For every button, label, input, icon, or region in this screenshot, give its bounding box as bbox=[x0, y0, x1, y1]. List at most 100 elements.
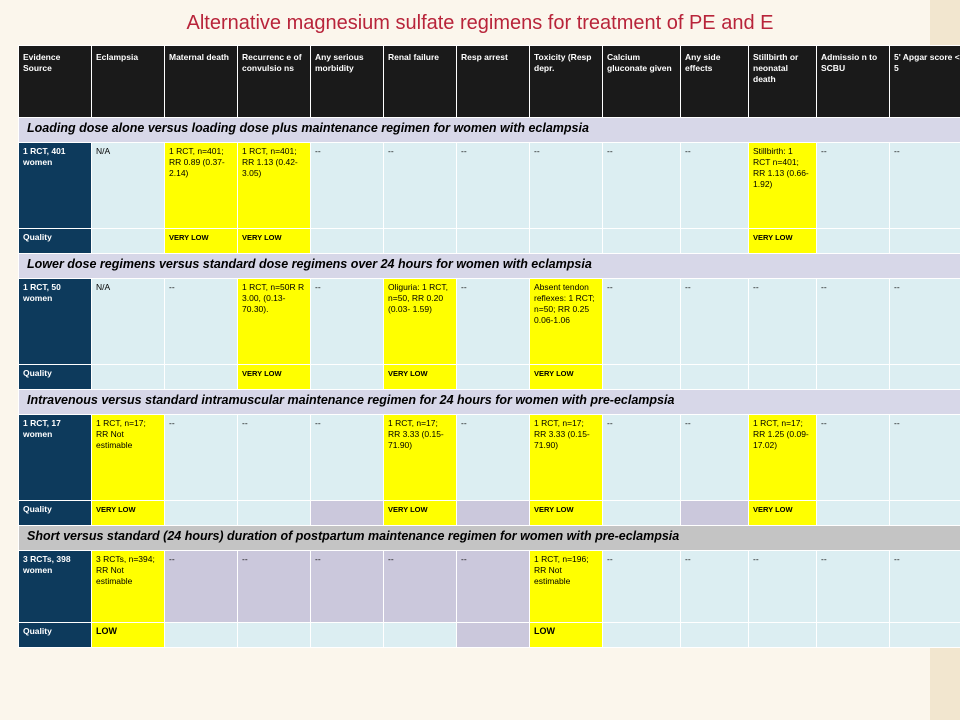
quality-cell: VERY LOW bbox=[529, 364, 603, 390]
table-row: 1 RCT, 17 women 1 RCT, n=17; RR Not estim… bbox=[18, 414, 960, 501]
quality-label: Quality bbox=[18, 500, 92, 526]
quality-cell bbox=[889, 622, 960, 648]
quality-cell bbox=[310, 622, 384, 648]
table-cell: -- bbox=[680, 278, 749, 365]
section-row: Intravenous versus standard intramuscula… bbox=[18, 389, 960, 415]
table-cell: -- bbox=[237, 414, 311, 501]
quality-cell bbox=[310, 500, 384, 526]
table-cell: -- bbox=[602, 278, 681, 365]
table-cell: -- bbox=[310, 142, 384, 229]
quality-cell bbox=[164, 622, 238, 648]
quality-cell bbox=[529, 228, 603, 254]
evidence-table: Evidence Source Eclampsia Maternal death… bbox=[18, 45, 960, 648]
table-cell: 1 RCT, n=401; RR 0.89 (0.37-2.14) bbox=[164, 142, 238, 229]
quality-cell bbox=[680, 228, 749, 254]
table-cell: -- bbox=[164, 278, 238, 365]
table-cell: -- bbox=[748, 278, 817, 365]
quality-cell bbox=[237, 622, 311, 648]
table-cell: 1 RCT, n=17; RR 1.25 (0.09- 17.02) bbox=[748, 414, 817, 501]
quality-row: Quality VERY LOW VERY LOW VERY LOW bbox=[18, 364, 960, 390]
header-cell: Renal failure bbox=[383, 45, 457, 118]
quality-cell: VERY LOW bbox=[529, 500, 603, 526]
evidence-source-cell: 1 RCT, 401 women bbox=[18, 142, 92, 229]
table-cell: -- bbox=[529, 142, 603, 229]
table-cell: -- bbox=[816, 414, 890, 501]
table-cell: -- bbox=[237, 550, 311, 623]
quality-cell: VERY LOW bbox=[164, 228, 238, 254]
table-cell: 1 RCT, n=50R R 3.00, (0.13- 70.30). bbox=[237, 278, 311, 365]
table-cell: 3 RCTs, n=394; RR Not estimable bbox=[91, 550, 165, 623]
table-cell: -- bbox=[164, 414, 238, 501]
table-cell: Absent tendon reflexes: 1 RCT; n=50; RR … bbox=[529, 278, 603, 365]
table-cell: 1 RCT, n=17; RR Not estimable bbox=[91, 414, 165, 501]
table-row: 1 RCT, 50 women N/A -- 1 RCT, n=50R R 3.00,… bbox=[18, 278, 960, 365]
table-cell: -- bbox=[602, 414, 681, 501]
quality-cell: LOW bbox=[529, 622, 603, 648]
table-cell: -- bbox=[680, 414, 749, 501]
header-cell: Evidence Source bbox=[18, 45, 92, 118]
quality-cell bbox=[748, 622, 817, 648]
quality-cell bbox=[383, 622, 457, 648]
table-cell: 1 RCT, n=17; RR 3.33 (0.15- 71.90) bbox=[383, 414, 457, 501]
header-row: Evidence Source Eclampsia Maternal death… bbox=[18, 45, 960, 118]
table-cell: 1 RCT, n=17; RR 3.33 (0.15- 71.90) bbox=[529, 414, 603, 501]
table-cell: -- bbox=[310, 550, 384, 623]
header-cell: Any serious morbidity bbox=[310, 45, 384, 118]
header-cell: Stillbirth or neonatal death bbox=[748, 45, 817, 118]
table-cell: -- bbox=[889, 142, 960, 229]
section-row: Short versus standard (24 hours) duratio… bbox=[18, 525, 960, 551]
table-cell: -- bbox=[456, 278, 530, 365]
quality-cell: VERY LOW bbox=[237, 228, 311, 254]
quality-row: Quality VERY LOW VERY LOW VERY LOW VERY LOW bbox=[18, 500, 960, 526]
section-row: Loading dose alone versus loading dose p… bbox=[18, 117, 960, 143]
quality-cell: LOW bbox=[91, 622, 165, 648]
quality-cell bbox=[680, 622, 749, 648]
table-cell: -- bbox=[456, 414, 530, 501]
table-cell: -- bbox=[456, 550, 530, 623]
quality-cell bbox=[310, 228, 384, 254]
quality-cell bbox=[816, 622, 890, 648]
quality-cell bbox=[602, 622, 681, 648]
quality-cell bbox=[680, 500, 749, 526]
table-cell: -- bbox=[602, 550, 681, 623]
table-cell: -- bbox=[889, 278, 960, 365]
evidence-source-cell: 3 RCTs, 398 women bbox=[18, 550, 92, 623]
quality-cell bbox=[748, 364, 817, 390]
table-cell: N/A bbox=[91, 278, 165, 365]
section-title: Loading dose alone versus loading dose p… bbox=[18, 117, 960, 143]
table-cell: -- bbox=[602, 142, 681, 229]
quality-cell bbox=[456, 622, 530, 648]
quality-cell bbox=[164, 364, 238, 390]
quality-cell bbox=[602, 500, 681, 526]
table-cell: -- bbox=[816, 278, 890, 365]
quality-cell: VERY LOW bbox=[237, 364, 311, 390]
quality-cell bbox=[889, 228, 960, 254]
header-cell: 5' Apgar score < 5 bbox=[889, 45, 960, 118]
quality-cell bbox=[91, 228, 165, 254]
section-title: Lower dose regimens versus standard dose… bbox=[18, 253, 960, 279]
quality-cell bbox=[816, 500, 890, 526]
table-row: 1 RCT, 401 women N/A 1 RCT, n=401; RR 0.89… bbox=[18, 142, 960, 229]
quality-row: Quality LOW LOW bbox=[18, 622, 960, 648]
quality-row: Quality VERY LOW VERY LOW VERY LOW bbox=[18, 228, 960, 254]
quality-cell bbox=[602, 364, 681, 390]
quality-cell bbox=[456, 228, 530, 254]
header-cell: Eclampsia bbox=[91, 45, 165, 118]
table-cell: -- bbox=[164, 550, 238, 623]
table-cell: -- bbox=[383, 550, 457, 623]
quality-cell bbox=[889, 500, 960, 526]
quality-cell bbox=[237, 500, 311, 526]
quality-cell: VERY LOW bbox=[748, 500, 817, 526]
quality-cell bbox=[383, 228, 457, 254]
quality-cell bbox=[456, 500, 530, 526]
section-row: Lower dose regimens versus standard dose… bbox=[18, 253, 960, 279]
quality-cell bbox=[456, 364, 530, 390]
quality-cell bbox=[816, 364, 890, 390]
table-cell: -- bbox=[383, 142, 457, 229]
header-cell: Calcium gluconate given bbox=[602, 45, 681, 118]
header-cell: Recurrenc e of convulsio ns bbox=[237, 45, 311, 118]
quality-cell bbox=[164, 500, 238, 526]
table-cell: 1 RCT, n=401; RR 1.13 (0.42-3.05) bbox=[237, 142, 311, 229]
quality-cell bbox=[602, 228, 681, 254]
quality-cell bbox=[91, 364, 165, 390]
